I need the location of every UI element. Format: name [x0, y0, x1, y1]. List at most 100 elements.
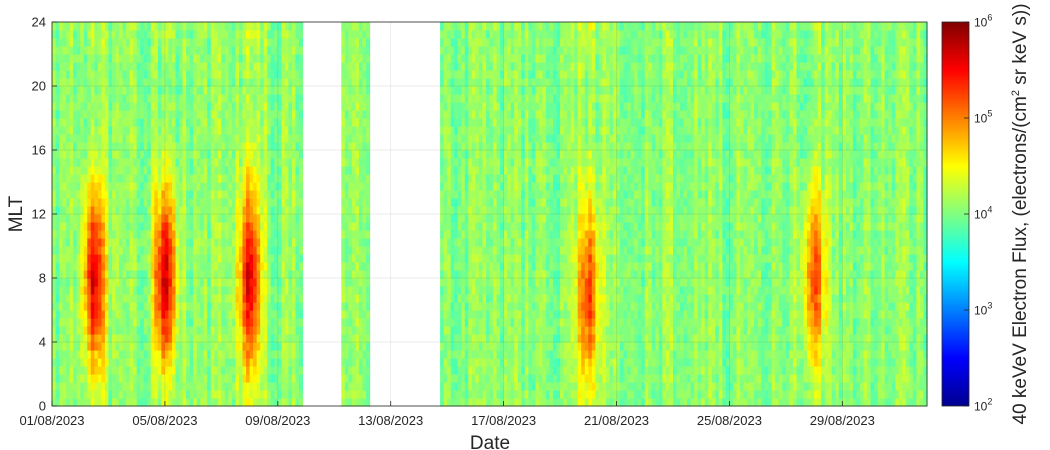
heatmap-cell — [514, 374, 519, 383]
heatmap-cell — [104, 350, 110, 359]
heatmap-cell — [104, 142, 110, 151]
heatmap-cell — [281, 198, 286, 207]
heatmap-cell — [493, 70, 498, 79]
heatmap-cell — [122, 126, 127, 135]
heatmap-cell — [366, 54, 371, 63]
heatmap-cell — [200, 134, 205, 143]
heatmap-cell — [496, 86, 501, 95]
heatmap-cell — [521, 286, 526, 295]
heatmap-cell — [193, 102, 198, 111]
heatmap-cell — [447, 102, 452, 111]
heatmap-cell — [447, 30, 452, 39]
heatmap-cell — [521, 334, 526, 343]
heatmap-cell — [179, 278, 184, 287]
heatmap-cell — [344, 94, 349, 103]
heatmap-cell — [281, 262, 286, 271]
heatmap-cell — [274, 222, 279, 231]
heatmap-cell — [440, 374, 445, 383]
heatmap-cell — [126, 70, 131, 79]
heatmap-cell — [475, 166, 480, 175]
heatmap-cell — [298, 142, 304, 151]
heatmap-cell — [104, 286, 110, 295]
heatmap-cell — [358, 318, 364, 327]
heatmap-cell — [249, 46, 254, 55]
heatmap-cell — [514, 278, 519, 287]
heatmap-cell — [171, 390, 177, 399]
heatmap-cell — [111, 390, 117, 399]
heatmap-cell — [348, 86, 353, 95]
heatmap-cell — [524, 294, 529, 303]
heatmap-cell — [122, 222, 127, 231]
heatmap-cell — [140, 134, 145, 143]
heatmap-cell — [298, 270, 304, 279]
heatmap-cell — [468, 294, 473, 303]
heatmap-cell — [224, 158, 230, 167]
heatmap-cell — [510, 142, 515, 151]
heatmap-cell — [443, 366, 448, 375]
heatmap-cell — [450, 30, 455, 39]
heatmap-cell — [182, 126, 187, 135]
heatmap-cell — [221, 350, 226, 359]
heatmap-cell — [500, 134, 505, 143]
heatmap-cell — [443, 30, 448, 39]
heatmap-cell — [193, 310, 198, 319]
heatmap-cell — [147, 174, 152, 183]
heatmap-cell — [62, 158, 67, 167]
heatmap-cell — [267, 62, 272, 71]
heatmap-cell — [108, 174, 113, 183]
heatmap-cell — [115, 94, 120, 103]
heatmap-cell — [133, 398, 138, 407]
heatmap-cell — [108, 70, 113, 79]
heatmap-cell — [90, 230, 95, 239]
heatmap-cell — [186, 342, 191, 351]
heatmap-cell — [189, 182, 194, 191]
heatmap-cell — [189, 142, 194, 151]
heatmap-cell — [351, 38, 357, 47]
heatmap-cell — [493, 86, 498, 95]
heatmap-cell — [454, 38, 459, 47]
heatmap-cell — [256, 222, 261, 231]
heatmap-cell — [249, 142, 254, 151]
heatmap-cell — [510, 126, 515, 135]
heatmap-cell — [193, 198, 198, 207]
heatmap-cell — [129, 102, 134, 111]
heatmap-cell — [267, 30, 272, 39]
heatmap-cell — [231, 230, 237, 239]
heatmap-cell — [83, 390, 88, 399]
heatmap-cell — [517, 38, 522, 47]
heatmap-cell — [157, 142, 162, 151]
heatmap-cell — [344, 246, 349, 255]
heatmap-cell — [62, 366, 67, 375]
heatmap-cell — [281, 134, 286, 143]
heatmap-cell — [161, 238, 166, 247]
heatmap-cell — [341, 142, 346, 151]
heatmap-cell — [341, 70, 346, 79]
heatmap-cell — [94, 70, 99, 79]
heatmap-cell — [161, 350, 166, 359]
heatmap-cell — [122, 310, 127, 319]
heatmap-cell — [228, 174, 233, 183]
heatmap-cell — [122, 142, 127, 151]
heatmap-cell — [235, 286, 240, 295]
heatmap-cell — [90, 262, 95, 271]
heatmap-cell — [461, 166, 466, 175]
heatmap-cell — [175, 230, 180, 239]
heatmap-cell — [514, 110, 519, 119]
heatmap-cell — [189, 398, 194, 407]
heatmap-cell — [450, 182, 455, 191]
heatmap-cell — [457, 142, 462, 151]
heatmap-cell — [66, 70, 71, 79]
heatmap-cell — [447, 382, 452, 391]
heatmap-cell — [168, 126, 173, 135]
heatmap-cell — [228, 214, 233, 223]
heatmap-cell — [362, 206, 367, 215]
heatmap-cell — [214, 198, 219, 207]
heatmap-cell — [161, 318, 166, 327]
heatmap-cell — [182, 270, 187, 279]
heatmap-cell — [341, 382, 346, 391]
heatmap-cell — [52, 166, 57, 175]
heatmap-cell — [55, 94, 60, 103]
heatmap-cell — [126, 366, 131, 375]
heatmap-cell — [83, 174, 88, 183]
heatmap-cell — [239, 150, 244, 159]
